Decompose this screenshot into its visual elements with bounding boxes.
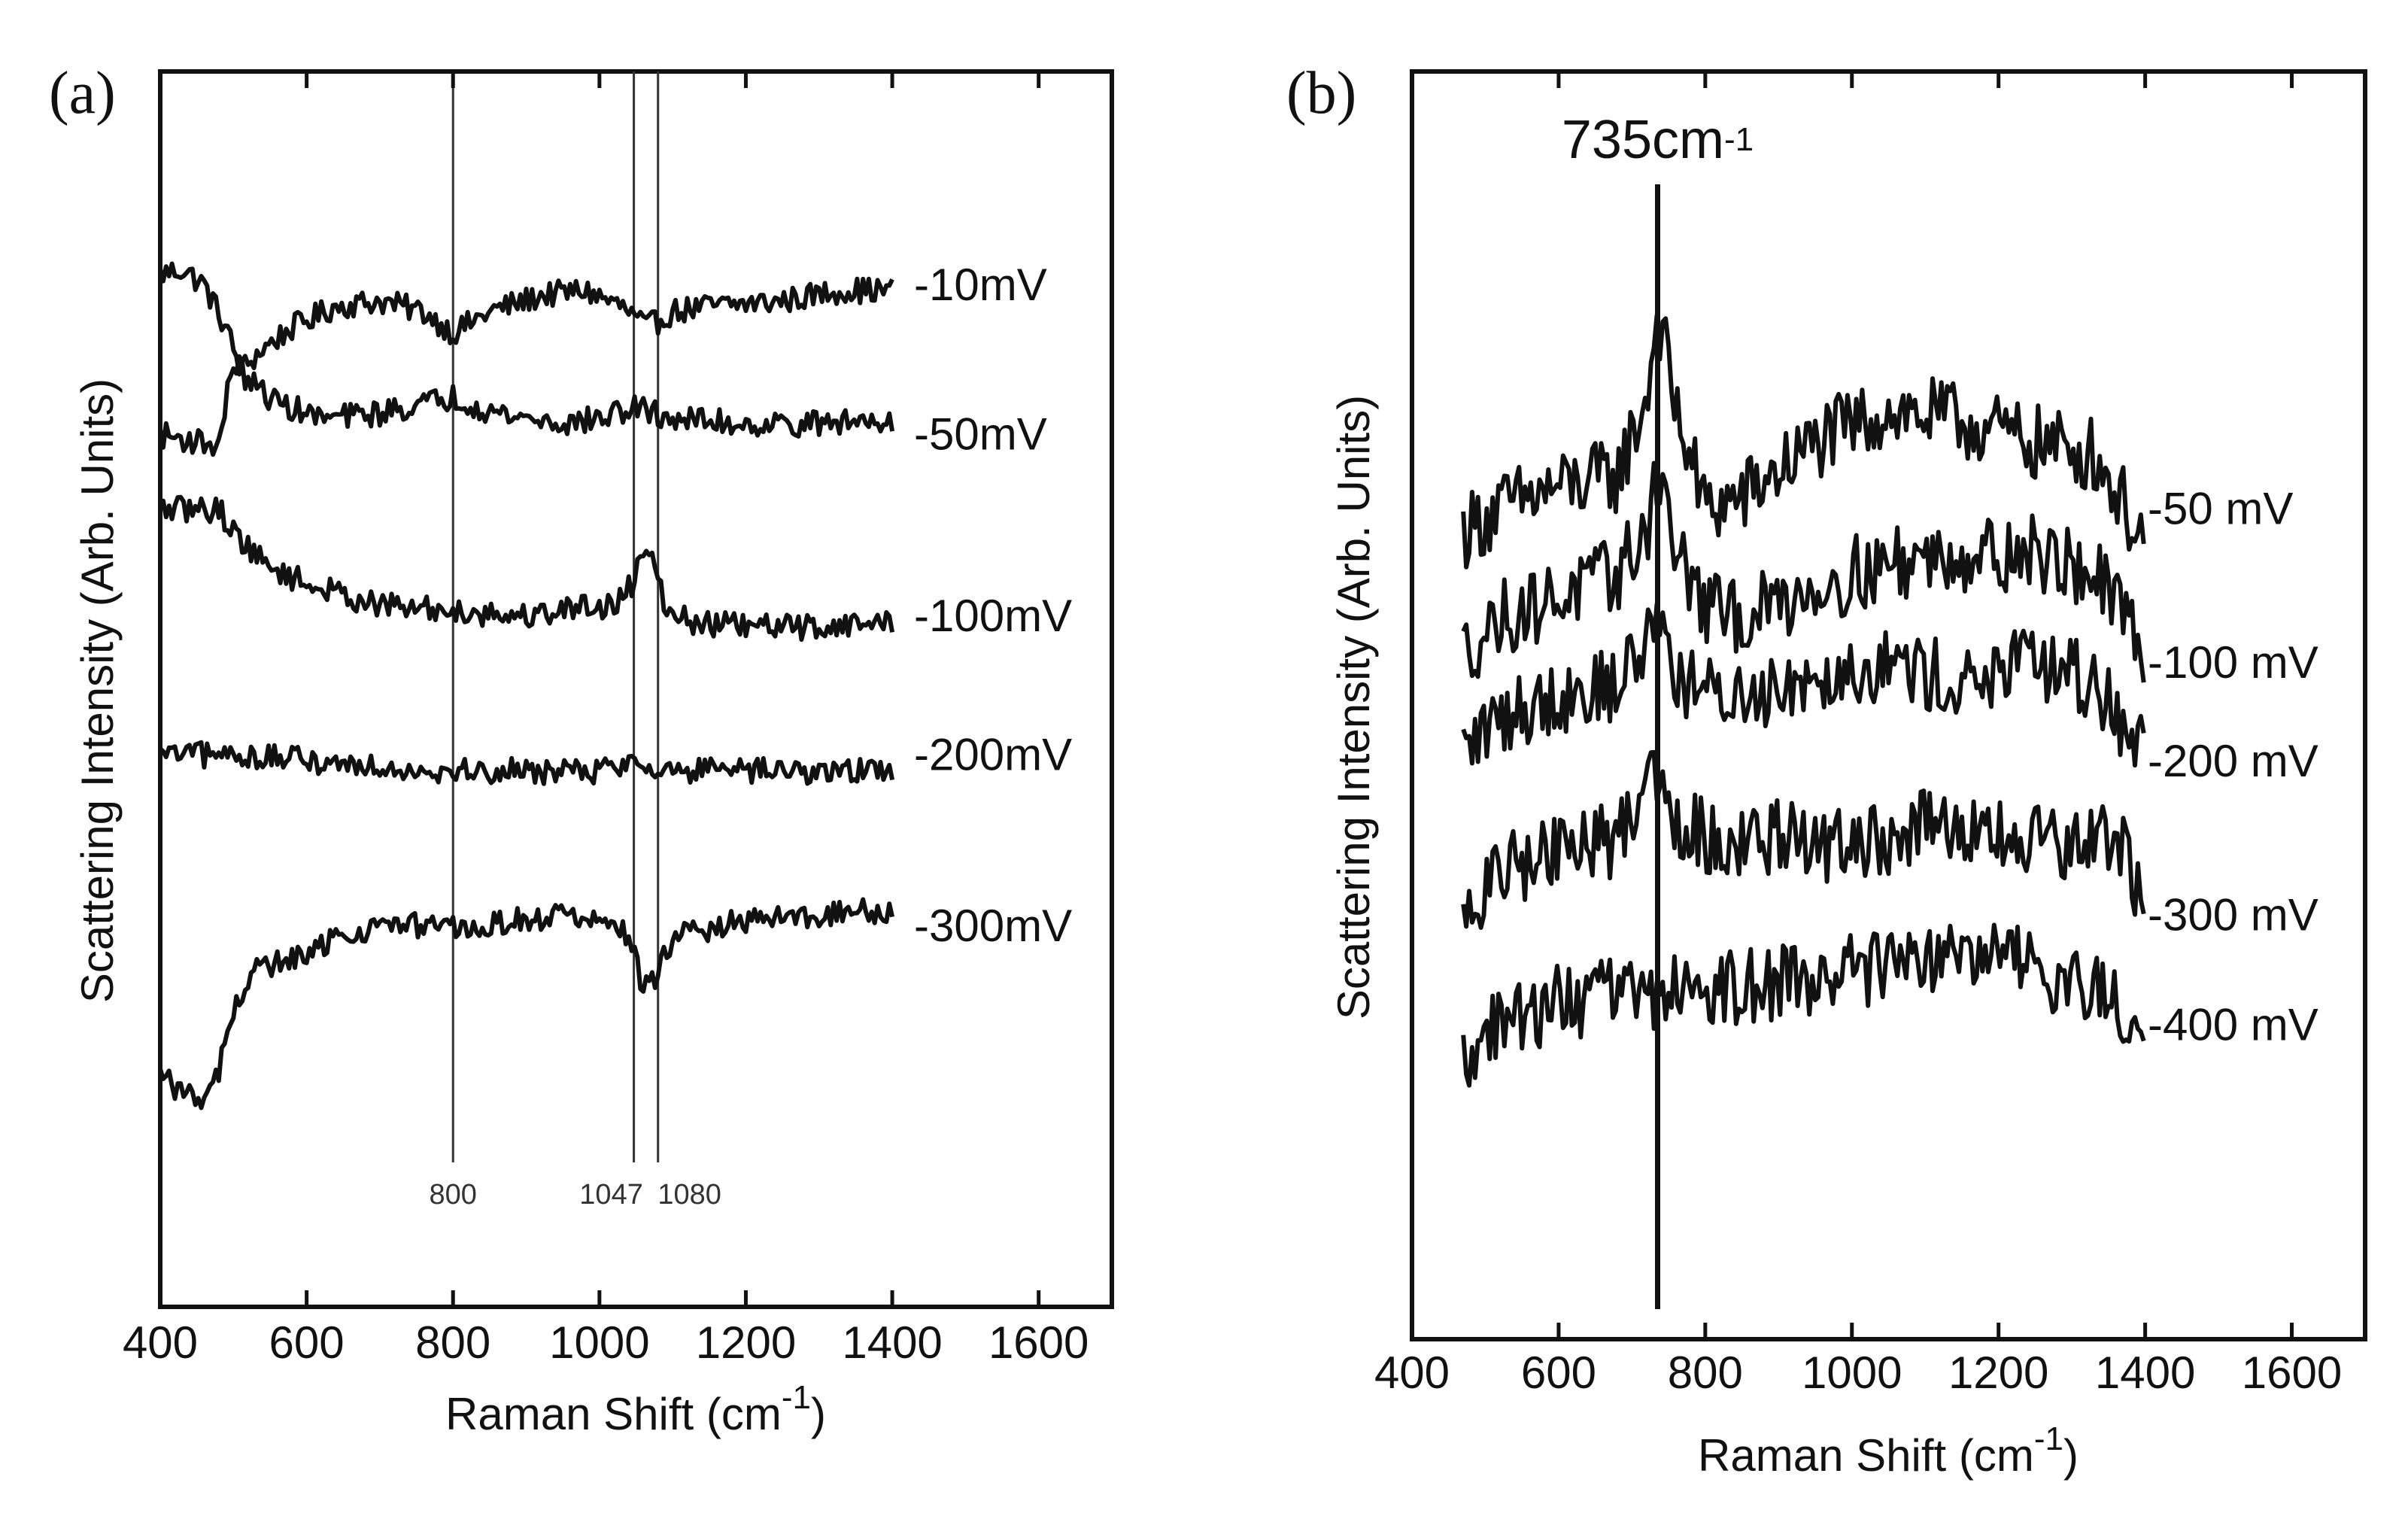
- x-tick-label-1200: 1200: [696, 1317, 796, 1368]
- x-tick-label-1000: 1000: [1802, 1347, 1902, 1398]
- x-tick-label-1600: 1600: [2242, 1347, 2342, 1398]
- trace-label-100-mv: -100 mV: [2148, 637, 2318, 688]
- x-tick-label-1400: 1400: [2095, 1347, 2195, 1398]
- panel-a-letter: (a): [49, 60, 116, 126]
- x-tick-label-800: 800: [415, 1317, 490, 1368]
- x-tick-label-600: 600: [269, 1317, 345, 1368]
- trace-50mv: [158, 354, 895, 457]
- trace-300mv: [158, 897, 895, 1110]
- trace-label-200mv: -200mV: [914, 730, 1072, 780]
- trace-label-400-mv: -400 mV: [2148, 1000, 2318, 1050]
- panel-b: (b) 400 600 800 1000 1200 1400 1600 -50 mV -100…: [1286, 60, 2367, 1481]
- panel-b-xlabel: Raman Shift (cm-1): [1698, 1420, 2079, 1481]
- x-tick-label-400: 400: [123, 1317, 198, 1368]
- trace-100-mv: [1461, 460, 2146, 683]
- trace-50-mv: [1461, 313, 2146, 570]
- panel-a-frame: [158, 69, 1114, 1309]
- marker-label-1047: 1047: [579, 1179, 643, 1211]
- trace-label-50-mv: -50 mV: [2148, 483, 2293, 533]
- peak-annotation-735: 735cm-1: [1562, 110, 1754, 170]
- x-tick-label-1000: 1000: [549, 1317, 649, 1368]
- panel-a-ylabel: Scattering Intensity (Arb. Units): [72, 378, 123, 1003]
- panel-b-ylabel: Scattering Intensity (Arb. Units): [1328, 395, 1379, 1019]
- x-tick-label-600: 600: [1521, 1347, 1596, 1398]
- trace-label-300-mv: -300 mV: [2148, 890, 2318, 940]
- trace-label-300mv: -300mV: [914, 901, 1072, 951]
- trace-200mv: [158, 740, 895, 786]
- trace-400-mv: [1461, 922, 2146, 1088]
- trace-100mv: [159, 494, 895, 643]
- panel-b-letter: (b): [1286, 60, 1356, 126]
- trace-label-10mv: -10mV: [914, 260, 1047, 310]
- trace-300-mv: [1461, 749, 2146, 930]
- trace-label-100mv: -100mV: [914, 591, 1072, 641]
- trace-200-mv: [1461, 602, 2146, 768]
- x-tick-label-800: 800: [1668, 1347, 1743, 1398]
- x-tick-label-1600: 1600: [988, 1317, 1089, 1368]
- trace-10mv: [158, 261, 894, 377]
- trace-label-200-mv: -200 mV: [2148, 736, 2318, 786]
- marker-label-800: 800: [430, 1179, 477, 1211]
- x-tick-label-1400: 1400: [842, 1317, 942, 1368]
- x-tick-label-400: 400: [1374, 1347, 1450, 1398]
- x-tick-label-1200: 1200: [1948, 1347, 2048, 1398]
- panel-a: (a) 800 1047 1080 400 600 800 1000 1200 1400 160…: [49, 60, 1114, 1439]
- panel-a-xlabel: Raman Shift (cm-1): [445, 1379, 826, 1439]
- trace-label-50mv: -50mV: [914, 409, 1047, 460]
- panel-b-frame: [1410, 69, 2367, 1341]
- marker-label-1080: 1080: [657, 1179, 721, 1211]
